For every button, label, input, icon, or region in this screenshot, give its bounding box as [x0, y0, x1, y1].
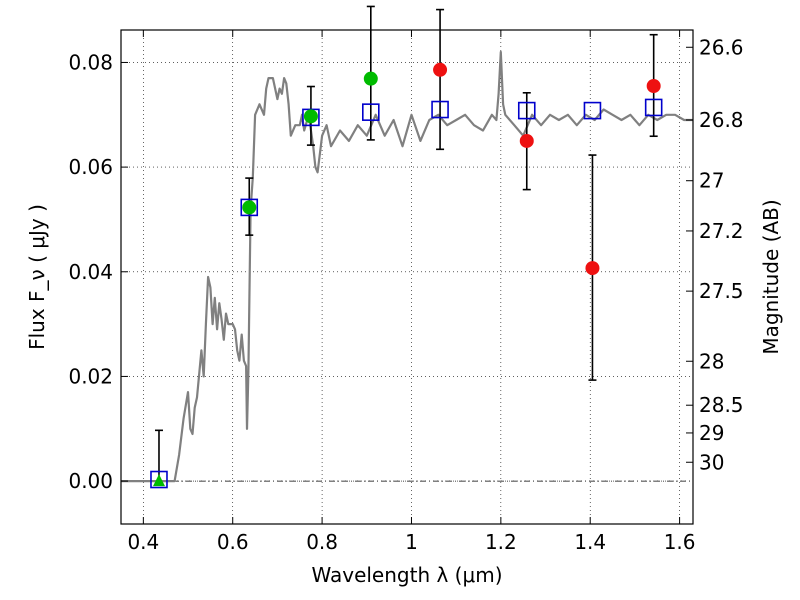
y-tick-label: 0.06 — [68, 155, 113, 179]
observed-low-significance-point — [433, 62, 448, 77]
right-tick-label: 30 — [699, 450, 724, 474]
series-layer — [121, 50, 693, 483]
x-tick-label: 1.4 — [574, 530, 606, 554]
right-tick-label: 27.5 — [699, 279, 744, 303]
upper-limit-triangle — [152, 474, 165, 487]
x-tick-label: 0.8 — [306, 530, 338, 554]
observed-detections-point — [242, 200, 257, 215]
right-tick-label: 27 — [699, 169, 724, 193]
right-tick-label: 26.6 — [699, 35, 744, 59]
model-photometry-square — [150, 470, 168, 489]
model-photometry-square — [517, 101, 536, 120]
model-photometry-square — [431, 100, 449, 119]
x-tick-label: 1.6 — [664, 530, 696, 554]
x-axis-title: Wavelength λ (μm) — [311, 563, 502, 587]
y-tick-label: 0.04 — [68, 260, 113, 284]
observed-detections-point — [303, 109, 318, 124]
right-tick-label: 29 — [699, 421, 724, 445]
ticks: 0.4 0.6 0.8 1 1.2 1.4 1.6 0.00 0.02 0.04 0.06 0.08 2… — [68, 30, 744, 554]
x-tick-label: 1 — [405, 530, 418, 554]
plot-area — [121, 30, 693, 524]
plot-frame — [120, 29, 694, 525]
y-tick-label: 0.08 — [68, 50, 113, 74]
model-photometry-square — [644, 98, 663, 117]
observed-low-significance-point — [519, 133, 534, 148]
model-spectrum-line — [121, 50, 693, 483]
model-photometry-square — [583, 101, 602, 120]
right-axis-title: Magnitude (AB) — [759, 199, 783, 354]
model-photometry-square — [362, 103, 380, 121]
model-photometry-square — [240, 198, 259, 217]
observed-low-significance-point — [585, 261, 600, 276]
x-tick-label: 0.6 — [217, 530, 249, 554]
y-tick-label: 0.02 — [68, 364, 113, 388]
right-tick-label: 26.8 — [699, 108, 744, 132]
markers-layer — [150, 5, 663, 489]
right-tick-label: 28 — [699, 349, 724, 373]
observed-low-significance-point — [646, 78, 661, 93]
right-tick-label: 28.5 — [699, 393, 744, 417]
y-axis-title: Flux F_ν ( μJy ) — [25, 204, 49, 350]
x-tick-label: 0.4 — [127, 530, 159, 554]
x-tick-label: 1.2 — [485, 530, 517, 554]
y-tick-label: 0.00 — [68, 469, 113, 493]
observed-detections-point — [363, 71, 378, 86]
right-tick-label: 27.2 — [699, 219, 744, 243]
